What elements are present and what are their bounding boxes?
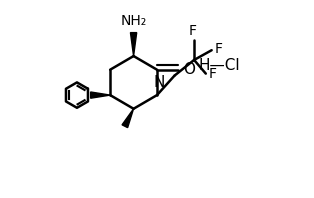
Polygon shape xyxy=(122,109,133,128)
Text: H—Cl: H—Cl xyxy=(199,58,240,73)
Text: O: O xyxy=(183,62,195,77)
Text: F: F xyxy=(189,24,197,37)
Text: NH₂: NH₂ xyxy=(121,14,147,28)
Polygon shape xyxy=(91,92,110,98)
Text: F: F xyxy=(209,67,217,81)
Text: F: F xyxy=(214,42,223,56)
Polygon shape xyxy=(130,33,137,56)
Text: N: N xyxy=(153,75,165,90)
